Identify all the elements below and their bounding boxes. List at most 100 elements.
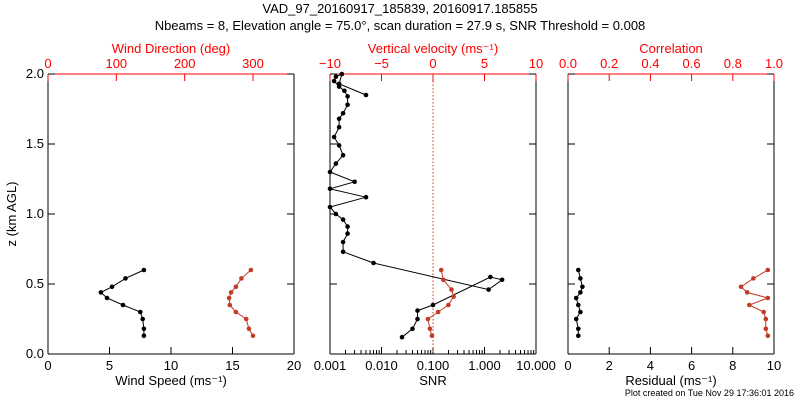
top-tick-label: 0.2 (600, 56, 618, 71)
chart-title-line2: Nbeams = 8, Elevation angle = 75.0°, sca… (155, 18, 646, 33)
data-point-black (98, 290, 104, 295)
bottom-axis-label: Wind Speed (ms⁻¹) (115, 373, 227, 388)
data-point-red (239, 276, 244, 281)
series-line-red (228, 269, 254, 337)
data-point-black (141, 333, 147, 339)
bottom-tick-label: 20 (287, 358, 301, 373)
data-point-black (342, 88, 347, 94)
data-point-black (327, 204, 333, 210)
data-point-black (486, 287, 491, 292)
bottom-axis-label: SNR (419, 373, 446, 388)
top-tick-label: 0.0 (559, 56, 577, 71)
top-tick-label: 0.4 (641, 56, 659, 71)
y-axis-label: z (km AGL) (4, 181, 19, 246)
data-point-black (576, 267, 581, 273)
bottom-tick-label: 8 (729, 358, 736, 373)
data-point-red (765, 295, 771, 301)
data-point-black (123, 276, 128, 281)
data-point-black (340, 152, 346, 158)
bottom-tick-label: 0.100 (417, 358, 450, 373)
data-point-black (331, 134, 337, 140)
data-point-red (429, 333, 435, 339)
series-line-black (575, 269, 583, 336)
y-tick-label: 2.0 (26, 66, 44, 81)
top-tick-label: 100 (105, 56, 127, 71)
bottom-tick-label: 10 (164, 358, 178, 373)
data-point-red (246, 326, 252, 332)
bottom-axis-label: Residual (ms⁻¹) (625, 373, 716, 388)
data-point-black (336, 143, 342, 148)
data-point-red (441, 277, 446, 283)
data-point-black (363, 194, 369, 200)
top-tick-label: −10 (319, 56, 341, 71)
top-tick-label: 200 (174, 56, 196, 71)
data-point-black (576, 302, 581, 308)
data-point-black (336, 124, 342, 130)
bottom-tick-label: 4 (647, 358, 654, 373)
bottom-tick-label: 0 (44, 358, 51, 373)
top-axis-label: Wind Direction (deg) (112, 41, 231, 56)
data-point-black (578, 309, 583, 315)
data-point-black (336, 116, 342, 122)
data-point-black (573, 295, 579, 301)
data-point-black (499, 277, 505, 283)
data-point-black (331, 78, 337, 84)
data-point-black (352, 179, 357, 185)
data-point-black (141, 326, 147, 332)
data-point-black (578, 290, 583, 295)
top-tick-label: 0 (44, 56, 51, 71)
data-point-black (340, 217, 346, 222)
data-point-black (415, 316, 420, 322)
top-tick-label: 0 (429, 56, 436, 71)
chart-title-line1: VAD_97_20160917_185839, 20160917.185855 (262, 1, 537, 16)
data-point-red (765, 333, 771, 339)
y-tick-label: 1.5 (26, 136, 44, 151)
data-point-black (138, 309, 143, 315)
series-line-red (740, 269, 770, 336)
data-point-red (449, 287, 454, 292)
data-point-black (345, 102, 350, 108)
plot-created-footer: Plot created on Tue Nov 29 17:36:01 2016 (625, 388, 794, 398)
data-point-red (451, 294, 456, 299)
data-point-black (340, 249, 346, 255)
data-point-red (427, 326, 433, 332)
data-point-black (327, 169, 333, 175)
top-tick-label: 5 (481, 56, 488, 71)
bottom-tick-label: 6 (688, 358, 695, 373)
bottom-tick-label: 10 (767, 358, 781, 373)
data-point-red (248, 267, 254, 273)
data-point-red (425, 316, 431, 322)
bottom-tick-label: 10.000 (516, 358, 556, 373)
data-point-black (109, 284, 115, 290)
bottom-tick-label: 5 (106, 358, 113, 373)
data-point-black (573, 316, 579, 322)
top-tick-label: 0.8 (724, 56, 742, 71)
data-point-black (340, 239, 346, 245)
data-point-black (104, 295, 110, 301)
series-line-red (427, 269, 455, 336)
y-tick-label: 1.0 (26, 206, 44, 221)
data-point-black (488, 274, 493, 280)
data-point-red (233, 309, 239, 315)
top-tick-label: 300 (242, 56, 264, 71)
data-point-black (580, 284, 585, 290)
data-point-black (120, 302, 126, 308)
data-point-red (227, 302, 233, 308)
data-point-red (763, 326, 769, 332)
data-point-black (399, 334, 405, 340)
data-point-black (578, 276, 583, 281)
bottom-tick-label: 0.010 (365, 358, 398, 373)
data-point-black (340, 110, 346, 116)
top-tick-label: −5 (374, 56, 389, 71)
data-point-red (228, 290, 234, 295)
top-tick-label: 1.0 (765, 56, 783, 71)
bottom-tick-label: 0.001 (314, 358, 347, 373)
data-point-black (363, 92, 369, 98)
data-point-black (333, 211, 339, 217)
data-point-red (738, 284, 744, 290)
data-point-red (435, 309, 441, 315)
data-point-black (336, 81, 342, 87)
